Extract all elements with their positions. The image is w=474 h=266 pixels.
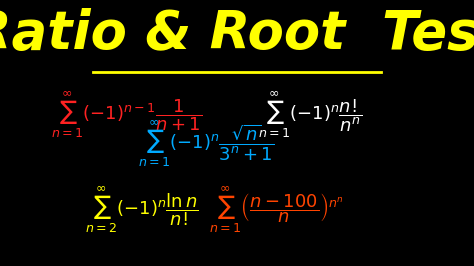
Text: $\sum_{n=2}^{\infty}(-1)^{n}\dfrac{\ln n}{n!}$: $\sum_{n=2}^{\infty}(-1)^{n}\dfrac{\ln n… <box>85 185 199 235</box>
Text: $\sum_{n=1}^{\infty}\left(\dfrac{n-100}{n}\right)^{n^{n}}$: $\sum_{n=1}^{\infty}\left(\dfrac{n-100}{… <box>209 185 344 235</box>
Text: $\sum_{n=1}^{\infty}(-1)^{n-1}\dfrac{1}{n+1}$: $\sum_{n=1}^{\infty}(-1)^{n-1}\dfrac{1}{… <box>51 90 202 140</box>
Text: $\sum_{n=1}^{\infty}(-1)^{n}\dfrac{\sqrt{n}}{3^{n}+1}$: $\sum_{n=1}^{\infty}(-1)^{n}\dfrac{\sqrt… <box>138 119 274 169</box>
Text: $\sum_{n=1}^{\infty}(-1)^{n}\dfrac{n!}{n^{n}}$: $\sum_{n=1}^{\infty}(-1)^{n}\dfrac{n!}{n… <box>258 90 363 140</box>
Text: Ratio & Root  Test: Ratio & Root Test <box>0 8 474 60</box>
